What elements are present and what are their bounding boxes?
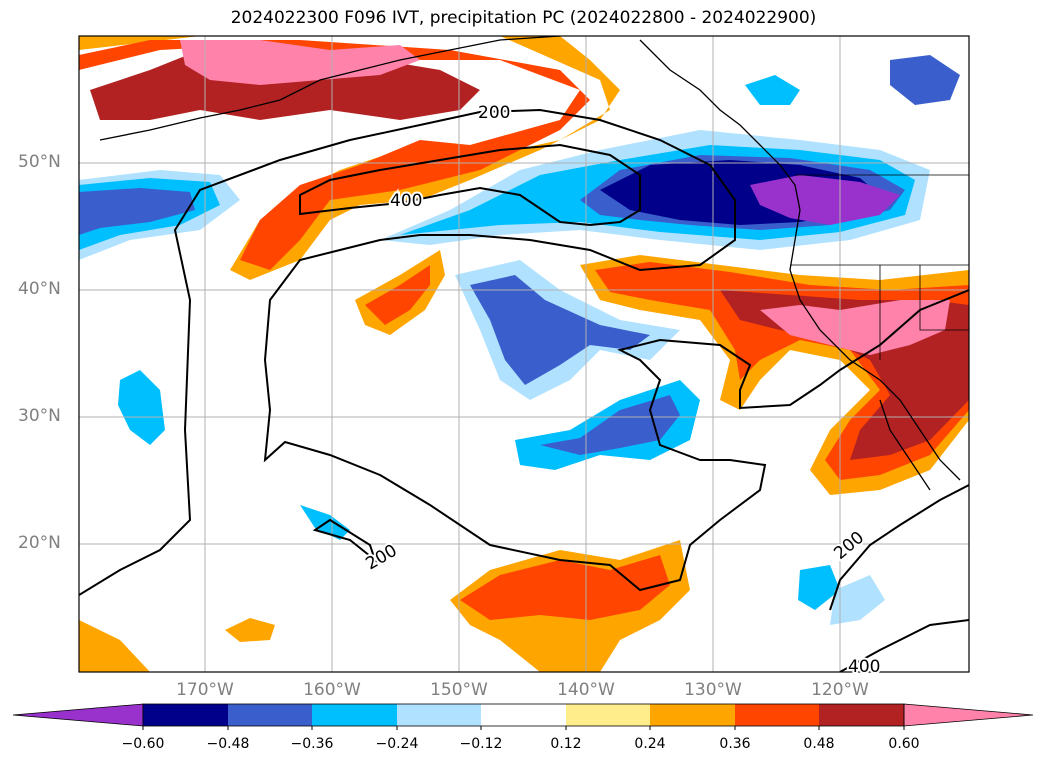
- colorbar-tick: −0.12: [459, 736, 503, 752]
- positive-region-north-inner: [79, 40, 590, 270]
- positive-region-patch-core: [365, 265, 430, 325]
- negative-region-subtropical-core: [470, 275, 650, 385]
- ivt-contour-se: [829, 484, 969, 611]
- contour-label: 400: [390, 191, 422, 211]
- negative-region-pnw-peak: [750, 175, 900, 225]
- lat-label: 30°N: [18, 406, 61, 426]
- precip-fields: [79, 36, 969, 672]
- contour-label: 200: [478, 103, 510, 123]
- ivt-contour-200-main: [79, 108, 969, 596]
- lon-label: 130°W: [684, 680, 742, 700]
- coast-westcoast: [789, 209, 961, 481]
- lon-label: 120°W: [811, 680, 869, 700]
- colorbar-tick: −0.24: [375, 736, 419, 752]
- contour-label: 200: [363, 541, 401, 575]
- lon-label: 170°W: [176, 680, 234, 700]
- negative-region-ne2: [745, 75, 800, 105]
- gridlines: [79, 36, 969, 672]
- negative-region-se: [798, 565, 840, 610]
- contour-label: 200: [830, 528, 868, 564]
- colorbar-tick: −0.36: [290, 736, 334, 752]
- map-frame: [78, 35, 970, 673]
- map-title: 2024022300 F096 IVT, precipitation PC (2…: [230, 8, 817, 28]
- lat-label: 40°N: [18, 279, 61, 299]
- colorbar-tick: −0.60: [121, 736, 165, 752]
- contour-label: 400: [848, 657, 880, 677]
- colorbar-tick: 0.36: [719, 736, 751, 752]
- positive-region-westcoast-peak: [760, 300, 950, 355]
- coast-alaska: [99, 36, 561, 141]
- positive-region-sw2: [225, 618, 275, 642]
- negative-region-west: [118, 370, 165, 445]
- ivt-contour-se2: [839, 619, 969, 672]
- positive-region-north-peak: [180, 40, 420, 85]
- lat-label: 20°N: [18, 533, 61, 553]
- colorbar-tick: 0.48: [803, 736, 835, 752]
- lat-label: 50°N: [18, 152, 61, 172]
- lon-label: 160°W: [303, 680, 361, 700]
- lon-label: 150°W: [430, 680, 488, 700]
- negative-region-ne: [890, 55, 960, 105]
- ivt-contours: [79, 108, 969, 672]
- colorbar-tick: 0.60: [888, 736, 920, 752]
- negative-region-se2: [830, 575, 885, 625]
- positive-region-north: [79, 36, 620, 280]
- ivt-contour-200-south: [312, 518, 378, 563]
- colorbar-tick: 0.24: [634, 736, 666, 752]
- lon-label: 140°W: [557, 680, 615, 700]
- colorbar-tick: 0.12: [550, 736, 582, 752]
- colorbar-tick: −0.48: [206, 736, 250, 752]
- coast-bc: [639, 39, 801, 211]
- coastlines: [99, 36, 961, 491]
- ivt-contour-400: [299, 143, 641, 227]
- positive-region-sw: [79, 620, 150, 672]
- negative-region-central-core: [540, 395, 680, 455]
- coast-baja: [879, 399, 931, 491]
- negative-region-north-core: [79, 188, 195, 235]
